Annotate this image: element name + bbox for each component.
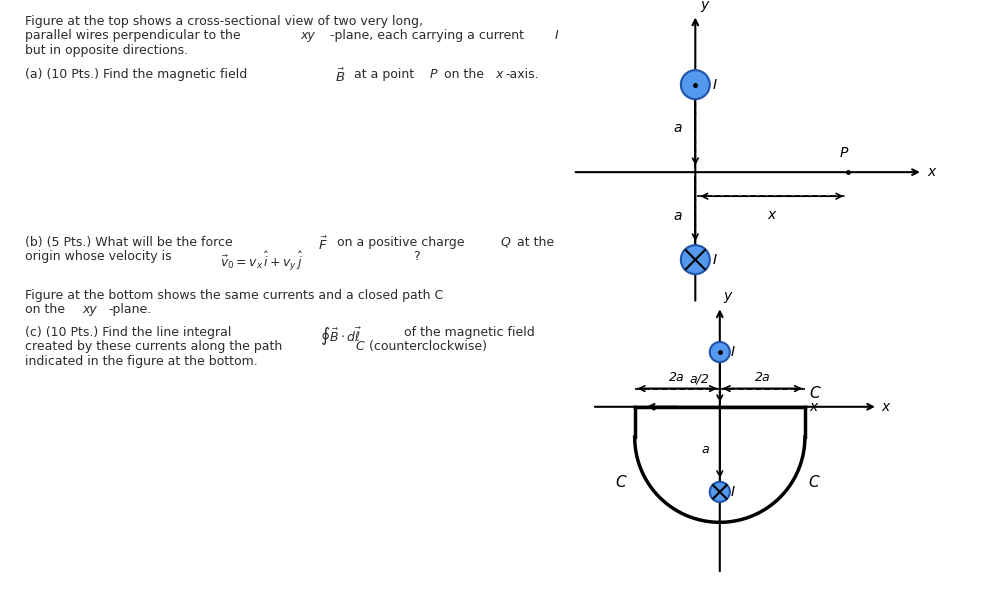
Text: at a point: at a point [350, 68, 418, 81]
Text: $\oint \vec{B} \cdot d\vec{\ell}$: $\oint \vec{B} \cdot d\vec{\ell}$ [320, 326, 362, 348]
Text: xy: xy [82, 303, 97, 316]
Text: I: I [731, 485, 735, 499]
Text: x: x [768, 208, 776, 222]
Text: I: I [713, 78, 717, 92]
Text: y: y [723, 289, 732, 303]
Text: on a positive charge: on a positive charge [333, 236, 468, 249]
Text: C: C [808, 475, 819, 490]
Text: (b) (5 Pts.) What will be the force: (b) (5 Pts.) What will be the force [25, 236, 237, 249]
Text: x: x [809, 400, 818, 414]
Text: parallel wires perpendicular to the: parallel wires perpendicular to the [25, 29, 245, 42]
Text: x: x [927, 165, 935, 179]
Circle shape [710, 342, 730, 362]
Text: C: C [809, 386, 820, 401]
Text: 2a: 2a [669, 371, 685, 384]
Text: -axis.: -axis. [505, 68, 539, 81]
Text: a: a [674, 209, 682, 223]
Text: on the: on the [440, 68, 488, 81]
Text: P: P [430, 68, 438, 81]
Text: (c) (10 Pts.) Find the line integral: (c) (10 Pts.) Find the line integral [25, 326, 235, 339]
Text: on the: on the [25, 303, 69, 316]
Text: Figure at the bottom shows the same currents and a closed path C: Figure at the bottom shows the same curr… [25, 289, 443, 302]
Text: indicated in the figure at the bottom.: indicated in the figure at the bottom. [25, 355, 258, 368]
Circle shape [710, 482, 730, 502]
Text: I: I [731, 345, 735, 359]
Text: -plane.: -plane. [108, 303, 151, 316]
Text: ?: ? [410, 250, 421, 263]
Text: x: x [881, 400, 889, 414]
Circle shape [681, 245, 710, 274]
Text: (a) (10 Pts.) Find the magnetic field: (a) (10 Pts.) Find the magnetic field [25, 68, 251, 81]
Text: created by these currents along the path: created by these currents along the path [25, 340, 286, 353]
Text: -plane, each carrying a current: -plane, each carrying a current [330, 29, 528, 42]
Text: I: I [555, 29, 559, 42]
Text: a: a [702, 443, 709, 456]
Text: origin whose velocity is: origin whose velocity is [25, 250, 176, 263]
Text: C: C [355, 340, 364, 353]
Text: (counterclockwise): (counterclockwise) [365, 340, 487, 353]
Text: I: I [713, 253, 717, 267]
Text: $\vec{v}_0 = v_x\,\hat{i} + v_y\,\hat{j}$: $\vec{v}_0 = v_x\,\hat{i} + v_y\,\hat{j}… [220, 250, 303, 273]
Text: 2a: 2a [755, 371, 770, 384]
Text: Q: Q [500, 236, 510, 249]
Text: C: C [615, 475, 626, 490]
Text: at the: at the [513, 236, 554, 249]
Text: x: x [495, 68, 502, 81]
Text: a/2: a/2 [689, 373, 709, 386]
Text: Figure at the top shows a cross-sectional view of two very long,: Figure at the top shows a cross-sectiona… [25, 15, 423, 28]
Text: a: a [674, 121, 682, 135]
Text: but in opposite directions.: but in opposite directions. [25, 44, 188, 57]
Text: $\vec{B}$: $\vec{B}$ [335, 68, 345, 85]
Circle shape [681, 70, 710, 99]
Text: of the magnetic field: of the magnetic field [400, 326, 535, 339]
Text: $\vec{F}$: $\vec{F}$ [318, 236, 328, 253]
Text: xy: xy [300, 29, 315, 42]
Text: y: y [701, 0, 709, 12]
Text: P: P [840, 146, 848, 160]
